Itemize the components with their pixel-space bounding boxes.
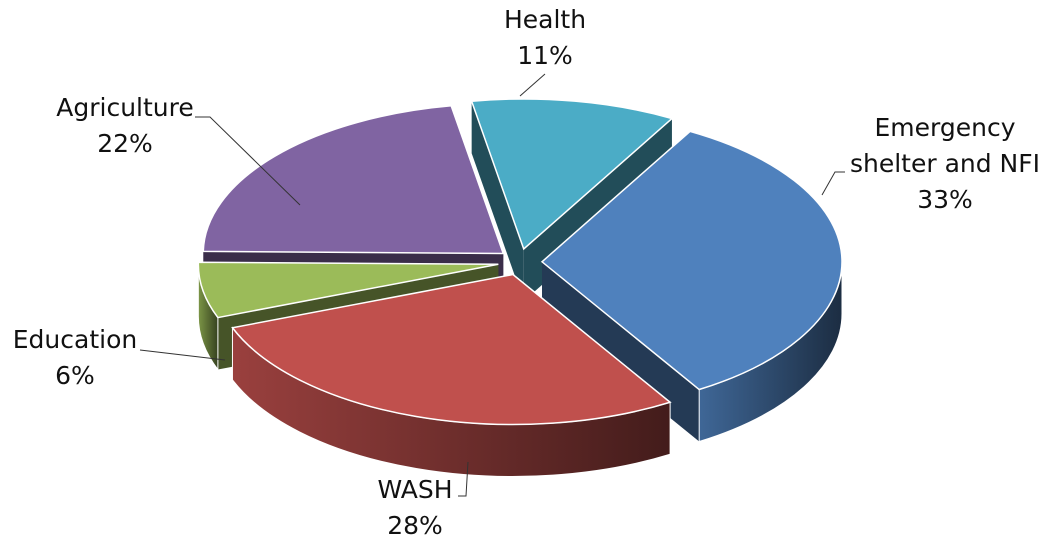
data-label: Health 11% — [440, 2, 650, 74]
label-name: WASH — [377, 475, 453, 504]
slice-top — [231, 273, 672, 426]
slice-top — [202, 104, 505, 255]
slice-side — [471, 101, 524, 301]
data-label: WASH 28% — [305, 472, 525, 544]
label-value: 22% — [97, 129, 153, 158]
leader-line — [139, 349, 226, 361]
label-value: 33% — [917, 185, 973, 214]
label-value: 6% — [55, 361, 95, 390]
slice — [231, 273, 672, 477]
data-label: Emergency shelter and NFI 33% — [830, 110, 1050, 218]
label-name: Education — [12, 325, 138, 354]
slice-top — [470, 98, 674, 251]
leader-line — [458, 461, 469, 497]
leader-line — [821, 171, 845, 196]
leader-line — [519, 73, 546, 97]
leader-line — [195, 116, 301, 206]
label-name: Emergency shelter and NFI — [849, 113, 1041, 178]
label-name: Health — [503, 5, 587, 34]
data-label: Agriculture 22% — [20, 90, 230, 162]
label-name: Agriculture — [56, 93, 194, 122]
slice-top — [540, 130, 843, 391]
slice-top — [197, 261, 499, 319]
label-value: 28% — [387, 511, 443, 540]
data-label: Education 6% — [0, 322, 160, 394]
label-value: 11% — [517, 41, 573, 70]
